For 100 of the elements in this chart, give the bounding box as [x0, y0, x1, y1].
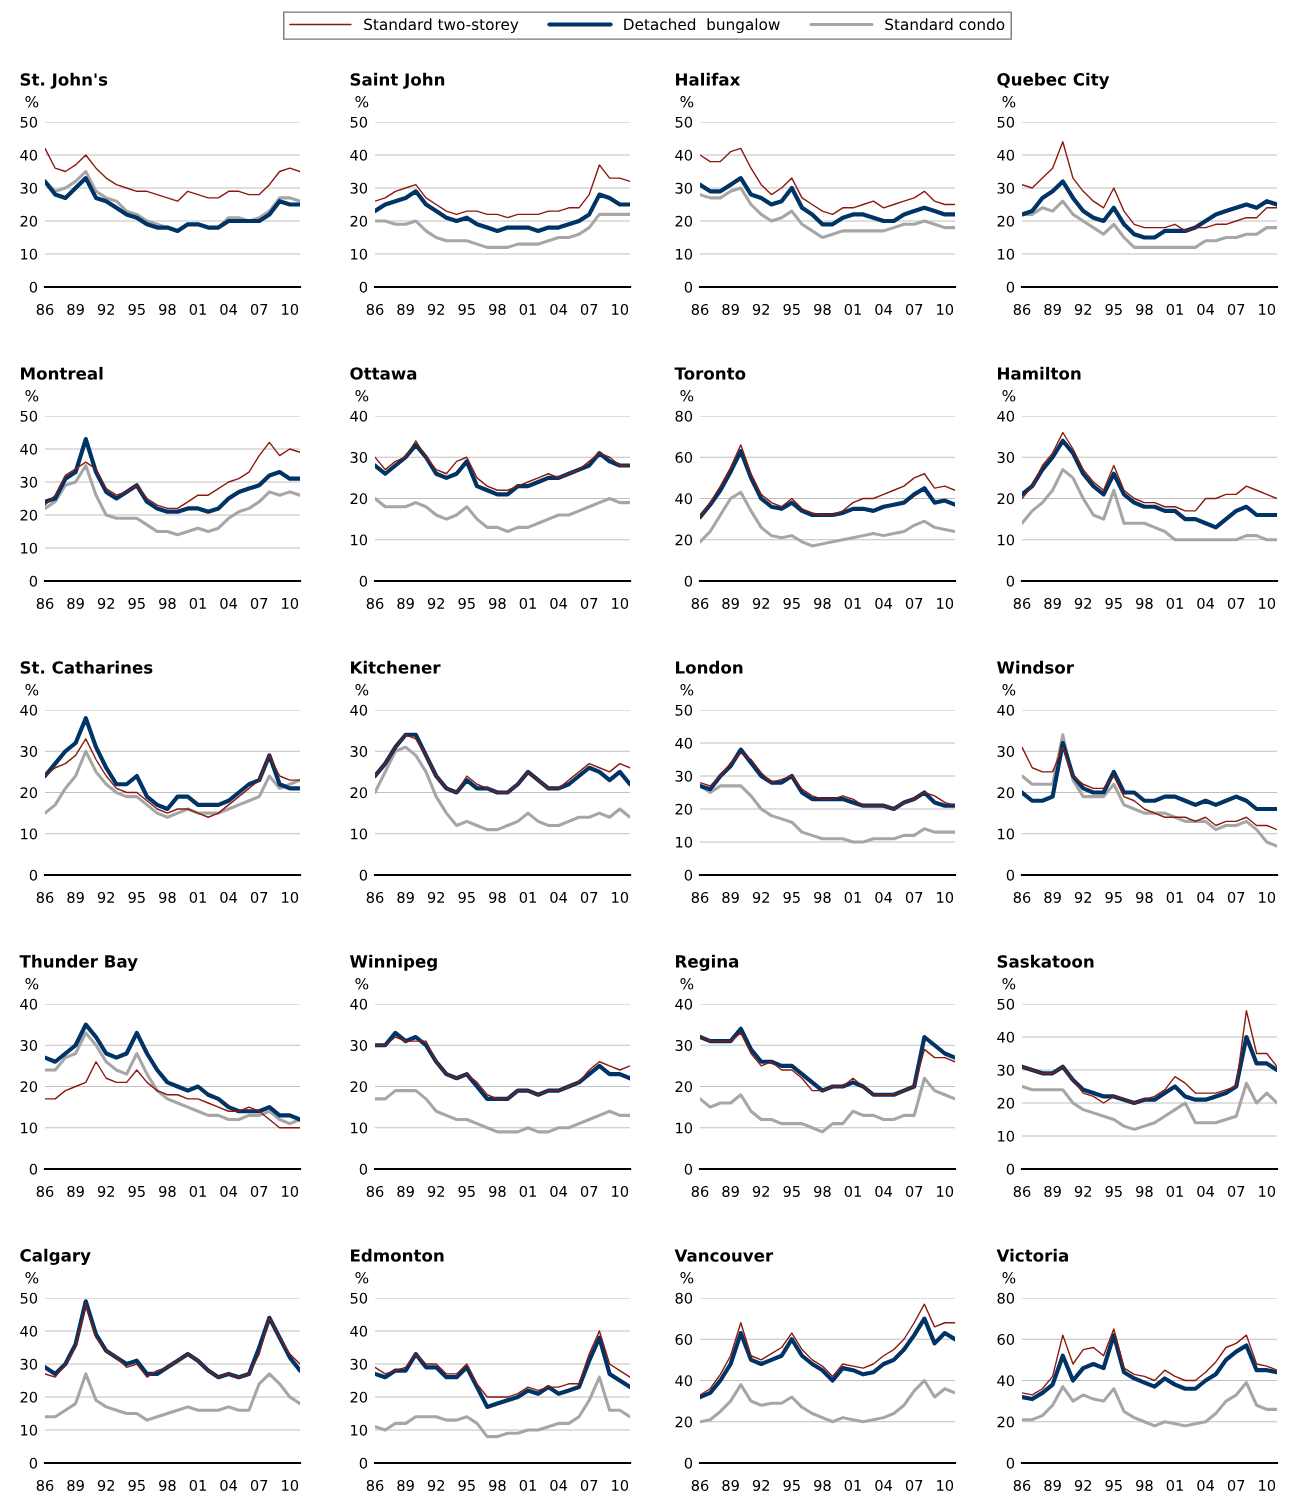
x-tick-label: 07: [1227, 891, 1245, 903]
x-tick-label: 86: [691, 891, 709, 903]
y-tick-label: 20: [20, 215, 38, 227]
y-tick-label: 20: [675, 803, 693, 815]
y-tick-label: 50: [20, 1292, 38, 1304]
x-tick-label: 92: [97, 1185, 115, 1197]
x-tick-label: 98: [489, 597, 506, 609]
y-tick-label: 60: [997, 1333, 1015, 1345]
y-tick-label: 20: [997, 787, 1015, 799]
y-tick-label: 10: [998, 828, 1015, 840]
x-tick-label: 04: [550, 303, 568, 315]
x-tick-label: 89: [397, 303, 414, 315]
x-tick-label: 10: [612, 303, 629, 315]
y-tick-label: 30: [20, 745, 38, 757]
x-tick-label: 07: [905, 597, 923, 609]
y-tick-label: 0: [359, 1163, 368, 1175]
x-tick-label: 98: [814, 303, 831, 315]
x-tick-label: 07: [1227, 303, 1245, 315]
x-tick-label: 07: [580, 303, 598, 315]
x-tick-label: 98: [489, 1185, 506, 1197]
y-tick-label: 10: [351, 1122, 368, 1134]
x-tick-label: 86: [691, 1185, 709, 1197]
y-tick-label: 30: [350, 1039, 368, 1051]
x-tick-label: 86: [1013, 1479, 1031, 1491]
x-tick-label: 98: [1136, 891, 1153, 903]
x-tick-label: 10: [1259, 597, 1276, 609]
y-tick-label: 30: [350, 182, 368, 194]
x-tick-label: 95: [1105, 597, 1122, 609]
x-tick-label: 98: [159, 1185, 176, 1197]
y-tick-label: 30: [675, 1039, 693, 1051]
y-tick-label: 30: [675, 182, 693, 194]
x-tick-label: 89: [397, 597, 414, 609]
x-tick-label: 86: [366, 1479, 384, 1491]
x-tick-label: 04: [875, 891, 893, 903]
y-tick-label: 30: [20, 476, 38, 488]
y-axis-title: %: [25, 389, 39, 402]
y-axis-title: %: [355, 95, 369, 108]
y-axis-title: %: [355, 1271, 369, 1284]
x-tick-label: 95: [783, 597, 800, 609]
x-tick-label: 95: [458, 1479, 475, 1491]
y-tick-label: 10: [998, 534, 1015, 546]
chart-title: Winnipeg: [350, 954, 437, 971]
y-tick-label: 40: [675, 493, 693, 505]
x-tick-label: 01: [189, 597, 206, 609]
x-tick-label: 86: [691, 303, 709, 315]
y-tick-label: 0: [1006, 281, 1015, 293]
y-tick-label: 30: [997, 1064, 1015, 1076]
y-tick-label: 0: [29, 1163, 38, 1175]
x-tick-label: 92: [97, 597, 115, 609]
x-tick-label: 92: [427, 1185, 445, 1197]
x-tick-label: 98: [1136, 1185, 1153, 1197]
y-axis-title: %: [1002, 1271, 1016, 1284]
x-tick-label: 92: [752, 303, 770, 315]
y-tick-label: 0: [1006, 1457, 1015, 1469]
y-tick-label: 50: [997, 998, 1015, 1010]
y-axis-title: %: [1002, 977, 1016, 990]
y-tick-label: 10: [21, 828, 38, 840]
x-tick-label: 89: [1044, 303, 1061, 315]
y-tick-label: 50: [675, 704, 693, 716]
y-axis-title: %: [680, 95, 694, 108]
y-tick-label: 0: [29, 1457, 38, 1469]
y-tick-label: 10: [676, 248, 693, 260]
chart-title: Thunder Bay: [19, 954, 138, 971]
x-tick-label: 95: [128, 1185, 145, 1197]
x-tick-label: 98: [159, 597, 176, 609]
x-tick-label: 89: [1044, 597, 1061, 609]
x-tick-label: 07: [250, 597, 268, 609]
x-tick-label: 92: [427, 891, 445, 903]
x-tick-label: 92: [427, 1479, 445, 1491]
x-tick-label: 92: [1074, 1479, 1092, 1491]
y-tick-label: 20: [20, 509, 38, 521]
y-tick-label: 40: [675, 998, 693, 1010]
y-tick-label: 60: [675, 451, 693, 463]
x-tick-label: 01: [189, 1185, 206, 1197]
chart-title: Ottawa: [350, 367, 417, 380]
x-tick-label: 89: [722, 891, 739, 903]
x-tick-label: 95: [128, 303, 145, 315]
y-tick-label: 50: [20, 410, 38, 422]
x-tick-label: 07: [580, 597, 598, 609]
x-tick-label: 89: [722, 1185, 739, 1197]
x-tick-label: 04: [1197, 597, 1215, 609]
y-tick-label: 40: [20, 1325, 38, 1337]
y-tick-label: 10: [21, 248, 38, 260]
y-tick-label: 40: [350, 1325, 368, 1337]
x-tick-label: 07: [1227, 597, 1245, 609]
x-tick-label: 10: [937, 597, 954, 609]
x-tick-label: 10: [937, 1479, 954, 1491]
x-tick-label: 98: [814, 891, 831, 903]
y-axis-title: %: [680, 1271, 694, 1284]
x-tick-label: 95: [1105, 1479, 1122, 1491]
y-tick-label: 40: [997, 1375, 1015, 1387]
y-axis-title: %: [355, 977, 369, 990]
x-tick-label: 04: [1197, 1479, 1215, 1491]
x-tick-label: 95: [128, 891, 145, 903]
x-tick-label: 10: [282, 891, 299, 903]
x-tick-label: 07: [905, 303, 923, 315]
y-tick-label: 10: [351, 534, 368, 546]
y-tick-label: 10: [351, 1424, 368, 1436]
chart-title: Victoria: [996, 1248, 1068, 1262]
y-tick-label: 40: [20, 998, 38, 1010]
